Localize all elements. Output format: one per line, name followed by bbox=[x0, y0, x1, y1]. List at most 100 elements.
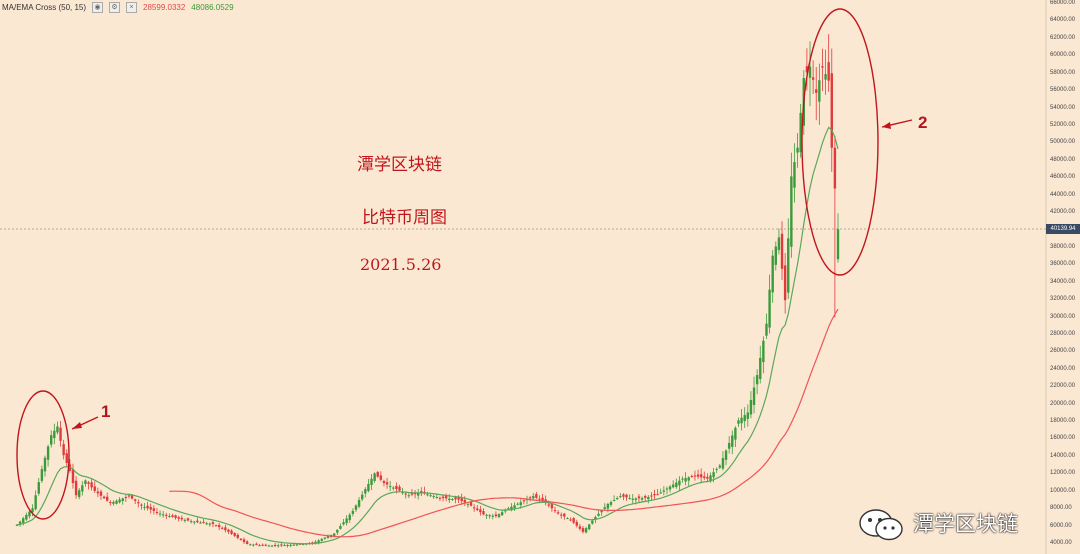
candle bbox=[40, 465, 44, 484]
candle bbox=[109, 500, 112, 506]
candle bbox=[762, 336, 765, 374]
candle bbox=[233, 532, 236, 538]
candle bbox=[715, 467, 718, 473]
candle bbox=[566, 517, 569, 520]
title-text: 潭学区块链 bbox=[357, 155, 442, 175]
candle bbox=[230, 529, 233, 536]
candle bbox=[165, 512, 168, 520]
candle bbox=[429, 493, 432, 498]
price-tick-label: 58000.00 bbox=[1050, 69, 1076, 76]
close-icon[interactable]: × bbox=[126, 1, 138, 13]
candle bbox=[261, 543, 264, 547]
candle bbox=[563, 512, 566, 520]
price-tick-label: 36000.00 bbox=[1050, 261, 1076, 268]
candle bbox=[140, 503, 143, 510]
candle bbox=[497, 513, 501, 519]
indicator-value-fast: 48086.0529 bbox=[191, 2, 234, 12]
candle bbox=[731, 430, 734, 455]
candle bbox=[239, 538, 243, 541]
indicator-legend: MA/EMA Cross (50, 15) ◉ ⚙ × 28599.0332 4… bbox=[0, 0, 234, 14]
candle bbox=[737, 417, 740, 428]
candle bbox=[342, 519, 345, 526]
candle bbox=[367, 478, 370, 493]
candle bbox=[815, 66, 818, 121]
candle bbox=[174, 514, 177, 520]
candle bbox=[43, 455, 47, 477]
ema-15-line bbox=[16, 126, 839, 545]
candle bbox=[236, 533, 239, 540]
candle bbox=[432, 494, 435, 499]
candle bbox=[662, 486, 666, 496]
price-tick-label: 34000.00 bbox=[1050, 278, 1076, 285]
arrow-2 bbox=[881, 119, 913, 129]
candle bbox=[488, 513, 491, 519]
price-tick-label: 62000.00 bbox=[1050, 34, 1076, 41]
candle bbox=[56, 421, 59, 435]
candle bbox=[460, 493, 463, 505]
candle bbox=[787, 218, 790, 300]
candle bbox=[572, 517, 575, 525]
candle bbox=[485, 513, 488, 520]
candle bbox=[143, 503, 146, 511]
candle bbox=[420, 487, 423, 497]
price-tick-label: 22000.00 bbox=[1050, 383, 1076, 390]
marker-2-label: 2 bbox=[918, 113, 928, 132]
candle bbox=[690, 474, 694, 478]
candle bbox=[202, 518, 205, 524]
candle bbox=[280, 543, 283, 548]
candle bbox=[146, 501, 149, 511]
candle bbox=[168, 513, 171, 518]
candle bbox=[208, 522, 212, 527]
candle bbox=[267, 544, 271, 547]
candle bbox=[780, 221, 784, 280]
candle bbox=[550, 503, 554, 512]
arrow-1 bbox=[71, 416, 99, 430]
wechat-logo-icon bbox=[859, 509, 903, 541]
candle bbox=[628, 494, 631, 500]
candle bbox=[504, 508, 507, 514]
candle bbox=[740, 409, 743, 431]
current-price-tag: 40139.94 bbox=[1046, 224, 1080, 234]
candle bbox=[245, 540, 249, 545]
candle bbox=[171, 513, 174, 518]
price-tick-label: 32000.00 bbox=[1050, 296, 1076, 303]
marker-1-label: 1 bbox=[101, 402, 111, 421]
candle bbox=[771, 250, 774, 303]
candle bbox=[351, 508, 355, 517]
price-tick-label: 46000.00 bbox=[1050, 174, 1076, 181]
candle bbox=[205, 521, 208, 526]
candle bbox=[466, 503, 470, 508]
candle bbox=[805, 48, 809, 91]
price-tick-label: 38000.00 bbox=[1050, 243, 1076, 250]
candle bbox=[59, 420, 62, 447]
candle bbox=[46, 444, 50, 467]
candle bbox=[364, 487, 367, 498]
candle bbox=[581, 525, 585, 534]
candle bbox=[137, 499, 140, 508]
candle bbox=[482, 508, 485, 516]
eye-icon[interactable]: ◉ bbox=[92, 1, 104, 13]
price-tick-label: 66000.00 bbox=[1050, 0, 1076, 6]
price-tick-label: 44000.00 bbox=[1050, 191, 1076, 198]
candle bbox=[177, 515, 180, 522]
subtitle-text: 比特币周图 bbox=[362, 208, 447, 228]
candle bbox=[93, 481, 96, 493]
candle bbox=[189, 519, 193, 524]
candle bbox=[99, 489, 103, 501]
candle bbox=[637, 494, 641, 503]
candle bbox=[631, 494, 634, 505]
candle bbox=[684, 472, 687, 486]
settings-icon[interactable]: ⚙ bbox=[109, 1, 121, 13]
price-tick-label: 6000.00 bbox=[1050, 522, 1072, 529]
candle bbox=[768, 274, 771, 334]
candle bbox=[388, 481, 392, 492]
candle bbox=[668, 484, 672, 493]
candle bbox=[640, 496, 644, 503]
candle bbox=[556, 510, 560, 515]
candle bbox=[370, 473, 373, 490]
price-tick-label: 14000.00 bbox=[1050, 452, 1076, 459]
price-tick-label: 20000.00 bbox=[1050, 400, 1076, 407]
candle bbox=[105, 492, 109, 502]
candle bbox=[90, 478, 93, 491]
